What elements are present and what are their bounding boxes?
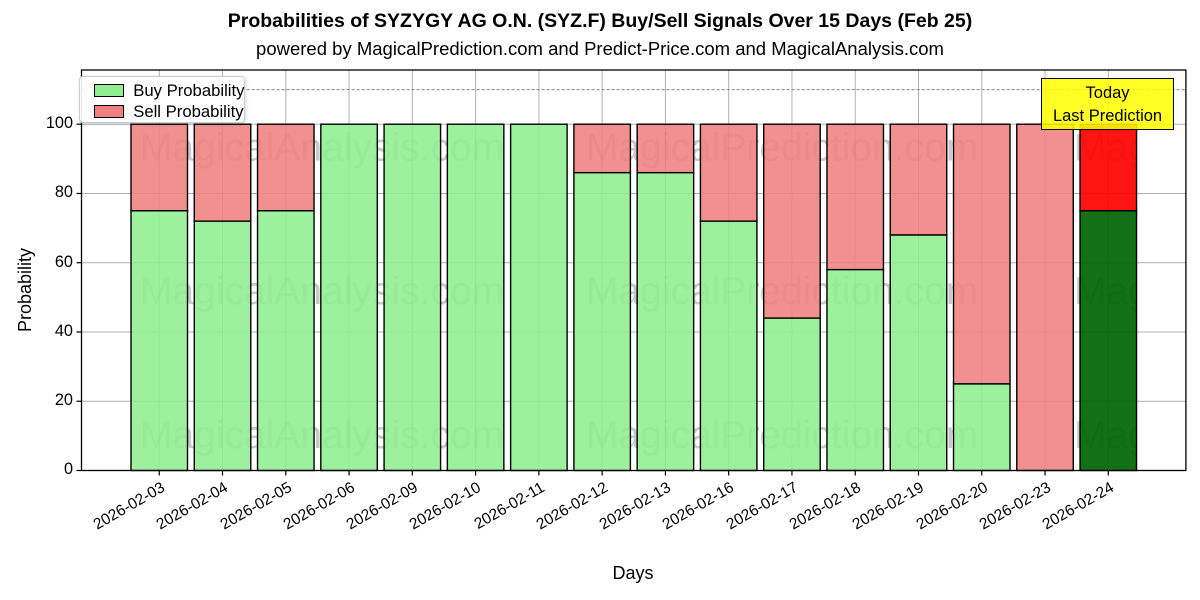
svg-text:MagicalAnalysis.com: MagicalAnalysis.com <box>1074 127 1200 170</box>
svg-text:MagicalAnalysis.com: MagicalAnalysis.com <box>140 270 504 313</box>
svg-text:MagicalAnalysis.com: MagicalAnalysis.com <box>140 414 504 457</box>
svg-text:MagicalPrediction.com: MagicalPrediction.com <box>586 414 978 457</box>
svg-text:MagicalAnalysis.com: MagicalAnalysis.com <box>1074 414 1200 457</box>
svg-text:MagicalAnalysis.com: MagicalAnalysis.com <box>140 127 504 170</box>
svg-text:MagicalAnalysis.com: MagicalAnalysis.com <box>1074 270 1200 313</box>
svg-text:MagicalPrediction.com: MagicalPrediction.com <box>586 127 978 170</box>
svg-text:MagicalPrediction.com: MagicalPrediction.com <box>586 270 978 313</box>
